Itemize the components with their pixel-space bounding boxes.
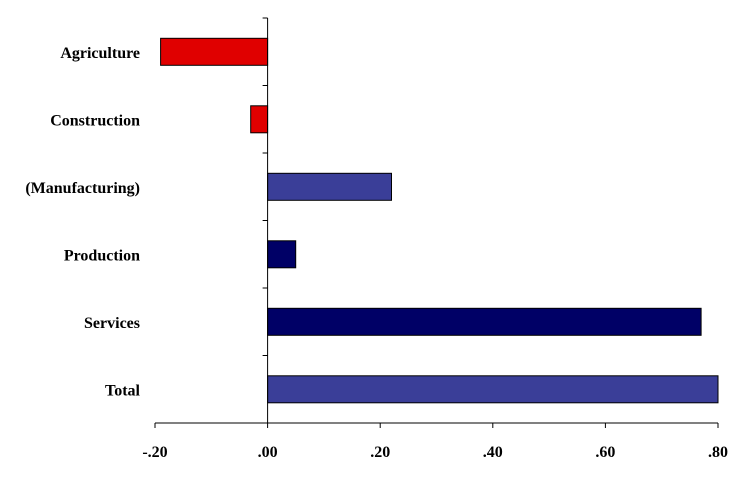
- x-tick-label: .00: [258, 444, 278, 461]
- bars-group: [160, 37, 719, 404]
- bar-agriculture: [160, 37, 269, 66]
- bar-manufacturing: [267, 172, 393, 201]
- labels-group: Agriculture Construction (Manufacturing) Pr…: [25, 45, 728, 461]
- x-tick-label: .20: [370, 444, 390, 461]
- x-tick-label: .40: [483, 444, 503, 461]
- category-label-production: Production: [64, 247, 140, 264]
- category-label-services: Services: [84, 315, 140, 332]
- category-label-total: Total: [105, 382, 141, 399]
- bar-production: [267, 240, 297, 269]
- x-tick-label: .80: [708, 444, 728, 461]
- bar-total: [267, 375, 719, 404]
- x-tick-label: -.20: [142, 444, 167, 461]
- category-label-construction: Construction: [50, 112, 140, 129]
- bar-construction: [250, 105, 269, 134]
- category-label-manufacturing: (Manufacturing): [25, 180, 140, 197]
- bar-services: [267, 307, 702, 336]
- x-tick-label: .60: [595, 444, 615, 461]
- axes-group: [154, 17, 719, 428]
- category-label-agriculture: Agriculture: [60, 45, 140, 62]
